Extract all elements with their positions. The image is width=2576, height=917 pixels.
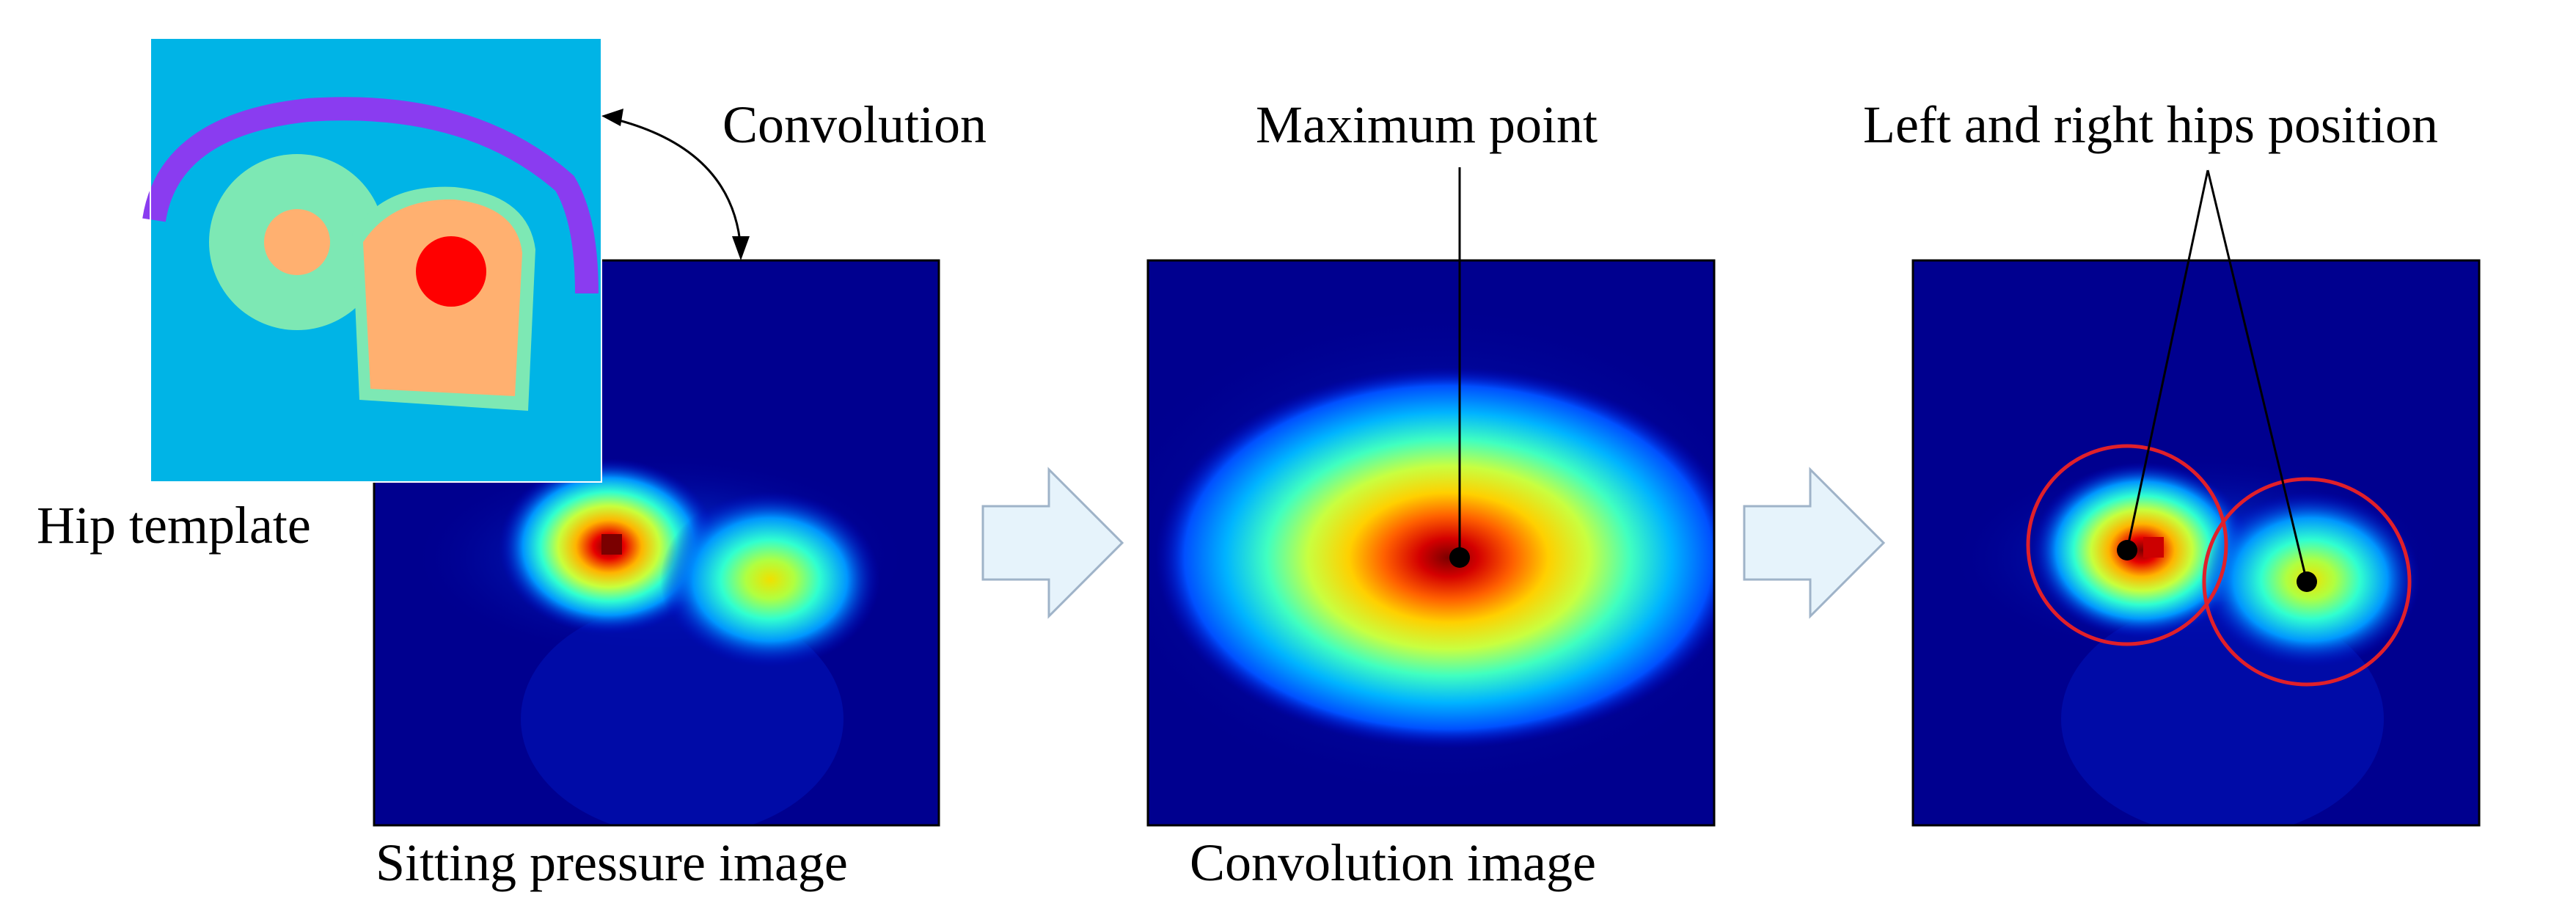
convolution-heatmap (1148, 260, 1714, 825)
convolution-image-label: Convolution image (1190, 833, 1596, 892)
sitting-pressure-heatmap (374, 260, 939, 825)
maximum-point-label: Maximum point (1256, 95, 1598, 154)
hips-pointer-lines (2126, 169, 2308, 582)
maximum-point-marker (1449, 167, 1470, 568)
convolution-arrow (601, 109, 750, 260)
hips-position-heatmap (1913, 260, 2479, 825)
sitting-pressure-frame (373, 259, 940, 827)
convolution-label: Convolution (722, 95, 987, 154)
convolution-frame (1146, 259, 1716, 827)
process-arrow-2 (1743, 467, 1886, 619)
hips-position-frame (1911, 259, 2481, 827)
hips-position-label: Left and right hips position (1863, 95, 2438, 154)
hip-template-frame (150, 37, 602, 483)
hip-template-image (142, 38, 601, 482)
sitting-pressure-label: Sitting pressure image (376, 833, 848, 892)
process-arrow-1 (981, 467, 1124, 619)
hip-template-label: Hip template (37, 496, 311, 555)
